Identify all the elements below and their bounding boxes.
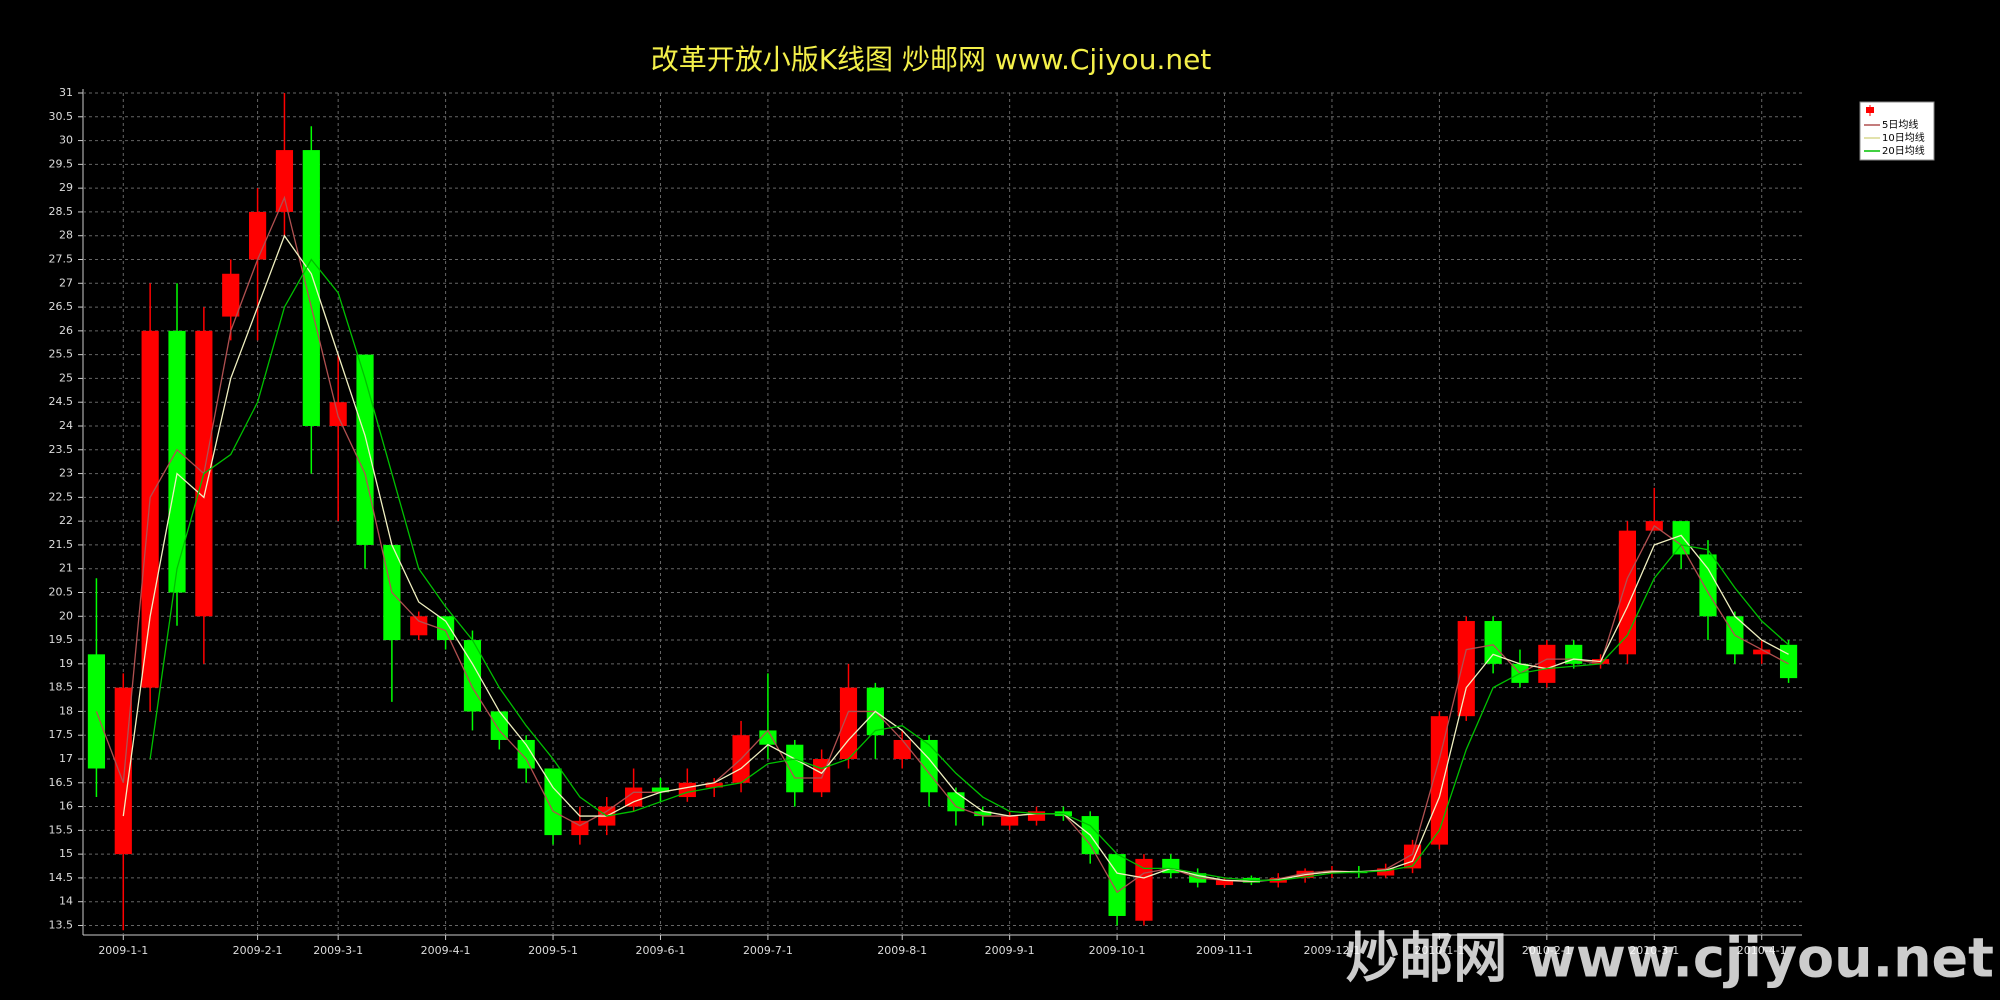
x-tick-label: 2010-4-1 bbox=[1737, 944, 1787, 957]
candle-body bbox=[571, 820, 589, 836]
y-tick-label: 26.5 bbox=[49, 300, 74, 313]
candle-body bbox=[302, 150, 320, 426]
watermark: 炒邮网 www.cjiyou.net bbox=[1345, 927, 1994, 990]
candle-body bbox=[517, 739, 535, 769]
y-tick-label: 30 bbox=[59, 134, 73, 147]
x-tick-label: 2009-9-1 bbox=[985, 944, 1035, 957]
x-tick-label: 2010-3-1 bbox=[1629, 944, 1679, 957]
candle-body bbox=[1779, 644, 1798, 679]
y-tick-label: 30.5 bbox=[49, 110, 74, 123]
y-tick-label: 27 bbox=[59, 276, 73, 289]
legend-label: 20日均线 bbox=[1882, 144, 1925, 157]
candle-body bbox=[1753, 649, 1771, 655]
candle-body bbox=[1457, 621, 1475, 717]
legend-candle bbox=[1866, 107, 1874, 113]
candle-body bbox=[1538, 644, 1556, 683]
candle-body bbox=[248, 211, 267, 260]
y-tick-label: 27.5 bbox=[49, 252, 74, 265]
y-tick-label: 19.5 bbox=[49, 633, 74, 646]
ma-line bbox=[122, 234, 1789, 882]
y-tick-label: 15.5 bbox=[49, 823, 74, 836]
y-tick-label: 18.5 bbox=[49, 681, 74, 694]
y-tick-label: 23.5 bbox=[49, 443, 74, 456]
y-tick-label: 14 bbox=[59, 895, 73, 908]
y-tick-label: 17.5 bbox=[49, 728, 74, 741]
y-tick-label: 19 bbox=[59, 657, 73, 670]
y-tick-label: 18 bbox=[59, 704, 73, 717]
ma-line bbox=[149, 258, 1790, 881]
x-tick-label: 2009-6-1 bbox=[636, 944, 686, 957]
candle-body bbox=[168, 330, 186, 593]
x-tick-label: 2009-2-1 bbox=[233, 944, 283, 957]
y-tick-label: 25.5 bbox=[49, 348, 74, 361]
candle-body bbox=[544, 768, 562, 836]
y-tick-label: 16.5 bbox=[49, 776, 74, 789]
legend-label: 10日均线 bbox=[1882, 131, 1925, 144]
candle-body bbox=[1215, 880, 1234, 886]
y-tick-label: 28.5 bbox=[49, 205, 74, 218]
candle-body bbox=[222, 273, 240, 317]
candle-body bbox=[114, 687, 132, 855]
x-tick-label: 2009-10-1 bbox=[1089, 944, 1146, 957]
candle-body bbox=[1484, 621, 1502, 664]
x-tick-label: 2009-4-1 bbox=[421, 944, 471, 957]
x-tick-label: 2009-8-1 bbox=[877, 944, 927, 957]
candle-body bbox=[356, 354, 374, 545]
x-tick-label: 2010-2-1 bbox=[1522, 944, 1572, 957]
y-tick-label: 24.5 bbox=[49, 395, 74, 408]
candle-body bbox=[1618, 530, 1637, 655]
candle-body bbox=[705, 782, 723, 788]
candle-body bbox=[1377, 868, 1395, 876]
candle-body bbox=[1699, 554, 1717, 617]
candle-body bbox=[1001, 816, 1019, 826]
candle-body bbox=[974, 811, 992, 817]
candle-body bbox=[1108, 854, 1126, 916]
y-tick-label: 21.5 bbox=[49, 538, 74, 551]
y-tick-label: 20 bbox=[59, 609, 73, 622]
y-tick-label: 15 bbox=[59, 847, 73, 860]
y-tick-label: 20.5 bbox=[49, 585, 74, 598]
candle-body bbox=[141, 330, 159, 688]
candle-body bbox=[410, 616, 428, 636]
candle-body bbox=[437, 616, 455, 641]
y-tick-label: 14.5 bbox=[49, 871, 74, 884]
y-tick-label: 16 bbox=[59, 800, 73, 813]
y-tick-label: 25 bbox=[59, 371, 73, 384]
chart-title: 改革开放小版K线图 炒邮网 www.Cjiyou.net bbox=[651, 43, 1212, 76]
candle-body bbox=[893, 739, 911, 759]
y-tick-label: 29.5 bbox=[49, 157, 74, 170]
y-tick-label: 29 bbox=[59, 181, 73, 194]
candle-body bbox=[490, 711, 508, 740]
y-tick-label: 26 bbox=[59, 324, 73, 337]
y-tick-label: 23 bbox=[59, 467, 73, 480]
y-tick-label: 22.5 bbox=[49, 490, 74, 503]
candle-body bbox=[275, 150, 294, 212]
x-tick-label: 2009-3-1 bbox=[313, 944, 363, 957]
x-tick-label: 2010-1-1 bbox=[1414, 944, 1464, 957]
y-tick-label: 13.5 bbox=[49, 918, 74, 931]
legend-label: 5日均线 bbox=[1882, 118, 1918, 131]
x-tick-label: 2009-7-1 bbox=[743, 944, 793, 957]
candle-body bbox=[1430, 716, 1448, 845]
y-tick-label: 28 bbox=[59, 229, 73, 242]
y-tick-label: 24 bbox=[59, 419, 73, 432]
y-tick-label: 21 bbox=[59, 562, 73, 575]
candle-body bbox=[1135, 858, 1153, 921]
candle-body bbox=[759, 730, 777, 745]
y-tick-label: 17 bbox=[59, 752, 73, 765]
candle-body bbox=[651, 787, 670, 793]
x-tick-label: 2009-12-1 bbox=[1303, 944, 1360, 957]
candle-body bbox=[839, 687, 858, 759]
x-tick-label: 2009-5-1 bbox=[528, 944, 578, 957]
candle-body bbox=[1027, 811, 1046, 821]
y-tick-label: 31 bbox=[59, 86, 73, 99]
x-tick-label: 2009-1-1 bbox=[98, 944, 148, 957]
candle-body bbox=[947, 792, 965, 812]
y-tick-label: 22 bbox=[59, 514, 73, 527]
x-tick-label: 2009-11-1 bbox=[1196, 944, 1253, 957]
